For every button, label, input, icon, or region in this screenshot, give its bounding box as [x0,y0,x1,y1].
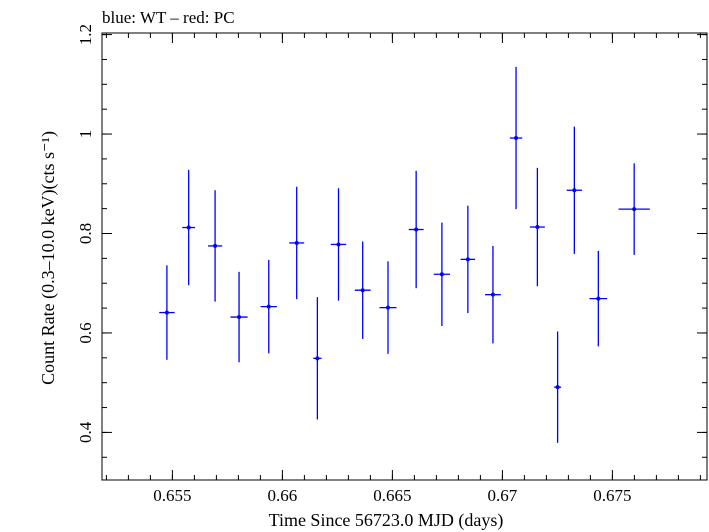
point-marker [315,356,320,361]
x-axis-title: Time Since 56723.0 MJD (days) [269,510,504,531]
x-tick-label: 0.66 [268,486,298,505]
data-point [485,245,501,344]
y-tick-label: 0.4 [76,421,95,443]
point-marker [164,310,169,315]
point-marker [632,207,637,212]
point-marker [465,257,470,262]
point-marker [213,243,218,248]
point-marker [386,305,390,310]
point-marker [596,296,601,301]
data-point [260,259,277,354]
point-marker [490,292,495,297]
point-marker [336,242,341,247]
point-marker [360,288,365,293]
point-marker [514,136,519,141]
data-point [589,250,608,347]
data-point [159,265,175,360]
data-point [208,190,223,302]
plot-frame [101,32,708,481]
point-marker [572,188,577,193]
y-tick-label: 0.8 [76,223,95,244]
data-point [379,261,397,354]
y-axis-ticks [102,34,707,458]
x-tick-label: 0.655 [153,486,191,505]
data-point [554,331,562,443]
data-point [509,66,523,210]
point-marker [237,315,242,320]
data-point [433,222,451,326]
data-point [529,167,545,287]
point-marker [555,385,560,390]
x-tick-label: 0.675 [593,486,631,505]
y-tick-label: 0.6 [76,322,95,343]
point-marker [439,272,444,277]
point-marker [186,225,191,230]
data-point [460,205,476,314]
data-point [354,241,371,339]
y-axis-tick-labels: 0.4 0.6 0.8 1 1.2 [76,24,95,443]
point-marker [266,304,271,309]
y-axis-title: Count Rate (0.3–10.0 keV)(cts s⁻¹) [38,131,59,385]
data-point [618,163,650,255]
y-tick-label: 1 [76,130,95,139]
chart-title: blue: WT – red: PC [102,8,235,27]
data-points [159,66,650,443]
x-axis-tick-labels: 0.655 0.66 0.665 0.67 0.675 [153,486,631,505]
x-axis-ticks [105,33,701,480]
data-point [289,186,305,300]
point-marker [535,225,540,230]
data-point [313,297,322,420]
point-marker [294,240,299,245]
data-point [230,271,248,363]
data-point [566,126,583,254]
x-tick-label: 0.665 [373,486,411,505]
point-marker [414,227,419,232]
y-tick-label: 1.2 [76,24,95,45]
data-point [408,170,424,289]
data-point [182,169,196,286]
data-point [330,188,347,301]
x-tick-label: 0.67 [488,486,518,505]
